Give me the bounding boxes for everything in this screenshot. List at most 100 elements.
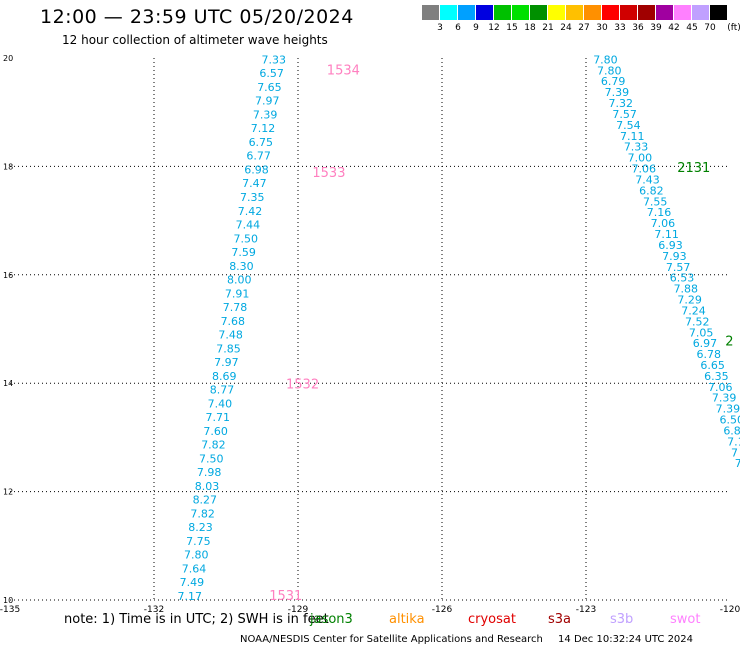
legend-label: 36: [632, 23, 644, 33]
wave-height-label: 7.16: [647, 206, 672, 219]
wave-height-label: 6.57: [259, 67, 284, 80]
legend-swatch: [512, 5, 529, 20]
wave-height-label: 7.12: [251, 122, 276, 135]
wave-height-label: 7.11: [654, 228, 679, 241]
wave-height-label: 7.82: [201, 439, 226, 452]
x-tick-label: -132: [144, 605, 164, 615]
wave-height-label: 7.47: [242, 177, 267, 190]
legend-label: 9: [473, 23, 479, 33]
legend-unit: (ft): [727, 23, 740, 33]
note-text: note: 1) Time is in UTC; 2) SWH is in fe…: [64, 612, 329, 627]
wave-height-label: 7.35: [240, 191, 265, 204]
legend-swatch: [476, 5, 493, 20]
legend-label: 6: [455, 23, 461, 33]
legend-swatch: [620, 5, 637, 20]
wave-height-label: 7.06: [708, 381, 733, 394]
wave-height-label: 6.78: [697, 348, 722, 361]
wave-height-label: 7.39: [605, 86, 630, 99]
wave-height-label: 7.24: [681, 304, 706, 317]
legend-swatch: [440, 5, 457, 20]
wave-height-label: 7.42: [238, 205, 263, 218]
wave-height-label: 7.33: [624, 141, 649, 154]
wave-height-label: 6.53: [670, 272, 695, 285]
legend-label: 39: [650, 23, 662, 33]
wave-height-label: 7.65: [257, 81, 282, 94]
pass-time-label: 1531: [269, 589, 302, 604]
wave-height-label: 7.93: [662, 250, 687, 263]
sat-s3a: s3a: [548, 612, 572, 627]
wave-height-label: 8.30: [229, 260, 254, 273]
wave-height-label: 7.57: [612, 108, 637, 121]
sat-altika: altika: [389, 612, 425, 627]
wave-height-label: 8.03: [195, 480, 220, 493]
wave-height-label: 7.97: [214, 356, 239, 369]
wave-height-label: 7.60: [203, 425, 228, 438]
wave-height-label: 7.98: [197, 466, 222, 479]
wave-height-label: 7.91: [225, 287, 250, 300]
wave-height-label: 7.52: [685, 315, 710, 328]
wave-height-label: 7.40: [208, 397, 233, 410]
wave-height-label: 7.50: [234, 232, 259, 245]
y-tick-label: 18: [3, 162, 13, 171]
wave-height-label: 7.85: [216, 342, 241, 355]
wave-height-label: 8.23: [188, 521, 213, 534]
wave-height-label: 7.80: [597, 64, 622, 77]
pass-time-label: 2: [725, 334, 733, 349]
x-tick-label: -135: [0, 605, 20, 615]
wave-height-label: 7.1: [727, 435, 740, 448]
map-subtitle: 12 hour collection of altimeter wave hei…: [62, 33, 328, 47]
wave-height-label: 7.39: [712, 392, 737, 405]
x-tick-label: -120: [720, 605, 740, 615]
legend-label: 15: [506, 23, 518, 33]
legend-swatch: [584, 5, 601, 20]
wave-height-label: 7.43: [635, 173, 660, 186]
wave-height-label: 7.44: [236, 219, 261, 232]
map-title: 12:00 — 23:59 UTC 05/20/2024: [40, 6, 354, 28]
legend-swatch: [692, 5, 709, 20]
wave-height-label: 7: [735, 457, 740, 470]
pass-time-label: 1532: [286, 378, 319, 393]
sat-swot: swot: [670, 612, 701, 627]
legend-swatch: [710, 5, 727, 20]
wave-height-label: 7.06: [651, 217, 676, 230]
legend-label: 3: [437, 23, 443, 33]
wave-height-label: 8.69: [212, 370, 237, 383]
x-tick-label: -129: [288, 605, 309, 615]
wave-height-label: 8.27: [193, 494, 218, 507]
legend-label: 12: [488, 23, 500, 33]
y-tick-label: 16: [3, 271, 13, 280]
legend-label: 24: [560, 23, 572, 33]
wave-height-label: 7.55: [643, 195, 668, 208]
wave-height-label: 7.80: [184, 549, 209, 562]
wave-height-label: 6.50: [719, 414, 740, 427]
legend-label: 27: [578, 23, 590, 33]
wave-height-label: 6.77: [246, 150, 271, 163]
y-tick-label: 14: [3, 379, 13, 388]
legend-swatch: [674, 5, 691, 20]
wave-height-label: 6.79: [601, 75, 626, 88]
wave-height-label: 6.98: [244, 163, 269, 176]
legend-swatch: [656, 5, 673, 20]
wave-height-label: 7.71: [206, 411, 231, 424]
legend-swatch: [548, 5, 565, 20]
legend-label: 45: [686, 23, 698, 33]
wave-height-label: 6.97: [693, 337, 718, 350]
wave-height-label: 7.11: [620, 130, 645, 143]
wave-height-label: 7.82: [190, 507, 215, 520]
wave-height-label: 6.93: [658, 239, 683, 252]
legend-swatch: [566, 5, 583, 20]
wave-height-label: 8.77: [210, 384, 235, 397]
sat-s3b: s3b: [610, 612, 634, 627]
y-tick-label: 10: [3, 596, 13, 605]
wave-height-label: 7.39: [716, 403, 740, 416]
wave-height-label: 7.32: [609, 97, 634, 110]
wave-height-label: 7.78: [223, 301, 248, 314]
wave-height-label: 7.80: [593, 53, 618, 66]
legend-swatch: [458, 5, 475, 20]
footer-timestamp: 14 Dec 10:32:24 UTC 2024: [558, 634, 694, 645]
legend-swatch: [422, 5, 439, 20]
x-tick-label: -126: [432, 605, 453, 615]
wave-height-label: 7.64: [182, 562, 207, 575]
wave-height-label: 7.97: [255, 95, 280, 108]
legend-label: 18: [524, 23, 536, 33]
